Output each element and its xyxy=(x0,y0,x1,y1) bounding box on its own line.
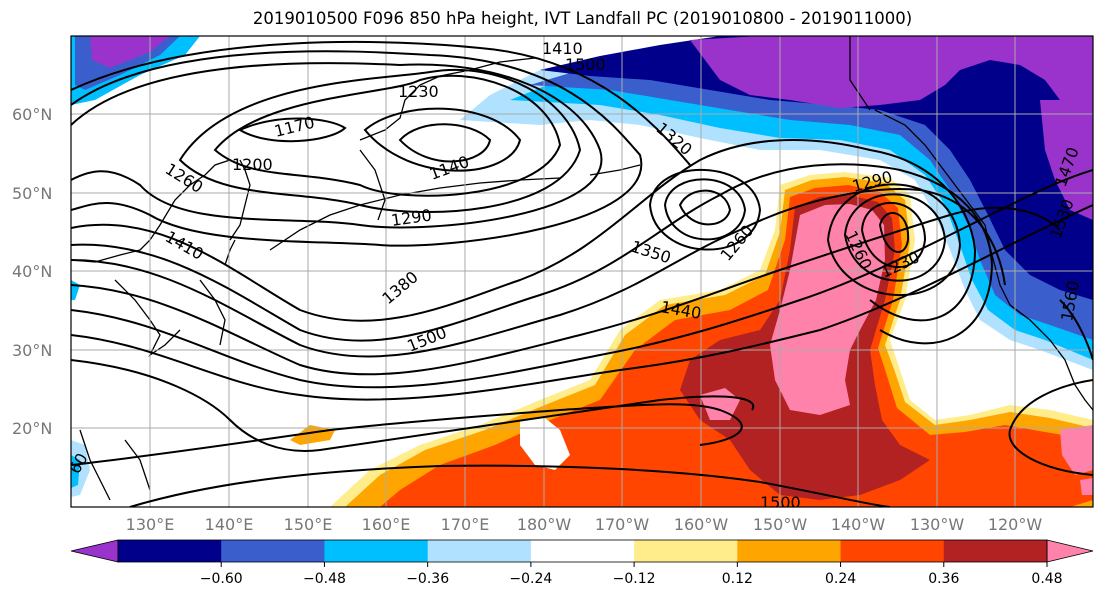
colorbar-tick-label: 0.12 xyxy=(722,571,753,587)
contour-label: 1500 xyxy=(565,55,606,74)
colorbar-tick-label: −0.60 xyxy=(200,571,243,587)
lon-label: 130°W xyxy=(910,515,965,534)
lon-label: 150°W xyxy=(753,515,808,534)
colorbar-segment xyxy=(324,540,429,562)
lon-label: 180°W xyxy=(517,515,572,534)
lon-label: 160°W xyxy=(674,515,729,534)
lon-label: 120°W xyxy=(988,515,1043,534)
colorbar-segment xyxy=(737,540,842,562)
longitude-labels: 130°E 140°E 150°E 160°E 170°E 180°W 170°… xyxy=(126,515,1043,534)
height-contours xyxy=(71,40,1093,507)
contour-label: 1230 xyxy=(398,82,439,101)
colorbar-segment xyxy=(634,540,738,562)
map-frame xyxy=(70,35,1094,508)
contour-label: 1200 xyxy=(232,155,273,174)
lon-label: 160°E xyxy=(362,515,411,534)
colorbar-tick-label: 0.24 xyxy=(825,571,856,587)
colorbar-segment xyxy=(530,540,635,562)
lon-label: 170°W xyxy=(595,515,650,534)
contour-label: 1410 xyxy=(542,39,583,58)
colorbar-segment xyxy=(118,540,222,562)
colorbar: −0.60 −0.48 −0.36 −0.24 −0.12 0.12 0.24 0.36 0.4… xyxy=(70,539,1094,587)
colorbar-tick-label: −0.48 xyxy=(303,571,346,587)
colorbar-extend-high xyxy=(1046,539,1094,563)
colorbar-tick-label: −0.24 xyxy=(509,571,552,587)
map-title: 2019010500 F096 850 hPa height, IVT Land… xyxy=(252,9,913,28)
colorbar-segment xyxy=(943,540,1048,562)
colorbar-segment xyxy=(840,540,945,562)
lat-label: 60°N xyxy=(12,105,52,124)
colorbar-segment xyxy=(427,540,532,562)
latitude-labels: 60°N 50°N 40°N 30°N 20°N xyxy=(12,105,52,438)
lon-label: 140°E xyxy=(205,515,254,534)
colorbar-ticks: −0.60 −0.48 −0.36 −0.24 −0.12 0.12 0.24 0.36 0.4… xyxy=(200,562,1063,587)
lat-label: 20°N xyxy=(12,419,52,438)
map-panel: 1410 1500 1230 1170 1200 1140 1260 1320 … xyxy=(71,36,1093,512)
lat-label: 50°N xyxy=(12,184,52,203)
colorbar-tick-label: 0.36 xyxy=(928,571,959,587)
lat-label: 30°N xyxy=(12,341,52,360)
positive-ivt-shading xyxy=(290,172,1093,507)
colorbar-segments xyxy=(118,540,1048,562)
colorbar-tick-label: 0.48 xyxy=(1031,571,1062,587)
colorbar-tick-label: −0.36 xyxy=(406,571,449,587)
colorbar-tick-label: −0.12 xyxy=(613,571,656,587)
lat-label: 40°N xyxy=(12,262,52,281)
lon-label: 170°E xyxy=(441,515,490,534)
contour-label: 1500 xyxy=(760,493,801,512)
colorbar-segment xyxy=(221,540,325,562)
graticule xyxy=(71,36,1093,507)
lon-label: 130°E xyxy=(126,515,175,534)
colorbar-extend-low xyxy=(70,539,119,563)
lon-label: 150°E xyxy=(284,515,333,534)
lon-label: 140°W xyxy=(831,515,886,534)
